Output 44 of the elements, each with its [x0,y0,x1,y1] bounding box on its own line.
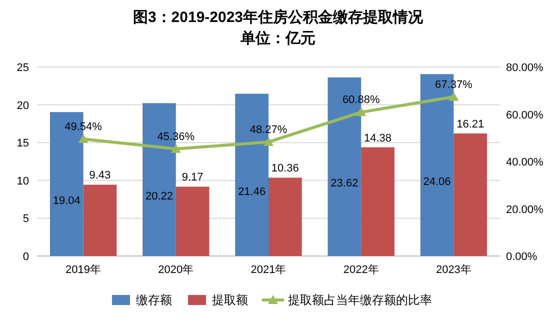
data-label: 14.38 [364,132,392,144]
point [170,144,181,153]
data-label: 20.22 [145,190,173,203]
bar [83,184,117,256]
y-tick-label: 10 [16,175,29,188]
legend-label: 提取额 [212,293,248,307]
bar [454,133,488,256]
x-tick-label: 2022年 [343,264,379,276]
x-tick-label: 2019年 [66,264,102,276]
y-tick-label: 15 [16,138,29,150]
legend-label: 提取额占当年缴存额的比率 [288,293,432,307]
y-tick-label: 5 [22,213,29,226]
point [264,136,274,146]
data-label: 21.46 [238,186,266,198]
y-tick-label: 20 [16,100,29,112]
y2-tick-label: 40.00% [506,156,544,168]
point [78,134,88,143]
x-tick-label: 2020年 [158,264,194,276]
bar [176,186,210,256]
data-label: 48.27% [250,124,288,136]
bar [361,147,394,256]
data-label: 10.36 [271,162,299,175]
y2-tick-label: 60.00% [506,109,544,122]
y2-tick-label: 80.00% [506,62,544,74]
data-label: 9.17 [182,172,204,184]
data-label: 24.06 [423,176,451,188]
point [448,92,459,101]
data-label: 16.21 [456,118,484,130]
data-label: 19.04 [52,195,80,208]
point [356,107,366,116]
legend-label: 缴存额 [136,293,172,307]
y-tick-label: 0 [22,251,29,263]
y2-tick-label: 0.00% [506,251,538,263]
chart-title: 图3：2019-2023年住房公积金缴存提取情况 [132,8,424,26]
chart-subtitle: 单位：亿元 [240,30,316,47]
data-label: 9.43 [89,170,111,182]
data-label: 67.37% [435,78,473,91]
data-label: 23.62 [330,178,358,190]
y-tick-label: 25 [16,62,29,74]
x-tick-label: 2021年 [250,264,286,276]
bar [268,178,302,256]
y2-tick-label: 20.00% [506,204,544,216]
x-tick-label: 2023年 [436,264,472,276]
data-label: 45.36% [157,130,195,143]
